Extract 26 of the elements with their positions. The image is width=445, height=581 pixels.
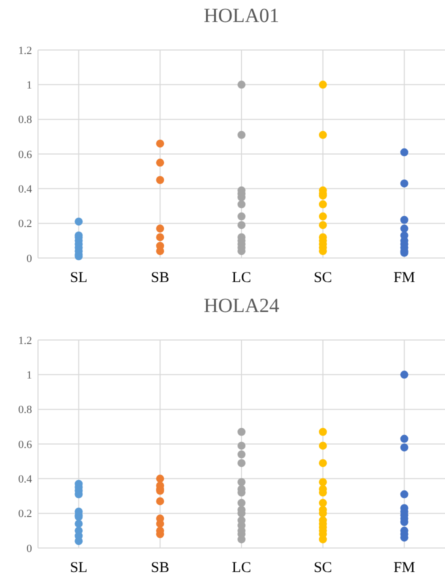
x-tick-label: SC bbox=[314, 560, 332, 576]
x-tick-label: SC bbox=[314, 270, 332, 286]
chart-title: HOLA01 bbox=[204, 5, 280, 27]
y-tick-label: 0 bbox=[26, 542, 32, 555]
y-tick-label: 0.2 bbox=[18, 218, 32, 230]
x-tick-label: SB bbox=[150, 560, 170, 576]
x-tick-label: SL bbox=[70, 560, 88, 576]
y-tick-label: 1 bbox=[26, 370, 32, 382]
x-tick-label: FM bbox=[393, 560, 416, 576]
y-tick-label: 1.2 bbox=[18, 334, 32, 347]
chart-title: HOLA24 bbox=[204, 295, 280, 317]
y-tick-label: 0.4 bbox=[18, 474, 32, 486]
y-tick-label: 1 bbox=[26, 80, 32, 92]
x-tick-label: SL bbox=[70, 270, 88, 286]
x-tick-label: SB bbox=[150, 270, 170, 286]
y-tick-label: 0.8 bbox=[18, 404, 32, 416]
y-tick-label: 0.8 bbox=[18, 114, 32, 126]
y-tick-label: 0 bbox=[26, 252, 32, 265]
x-tick-label: LC bbox=[232, 560, 252, 576]
y-tick-label: 0.2 bbox=[18, 508, 32, 520]
y-tick-label: 0.6 bbox=[18, 438, 32, 451]
x-tick-label: FM bbox=[393, 270, 416, 286]
y-tick-label: 0.6 bbox=[18, 148, 32, 161]
y-tick-label: 0.4 bbox=[18, 184, 32, 196]
y-tick-label: 1.2 bbox=[18, 44, 32, 57]
x-tick-label: LC bbox=[232, 270, 252, 286]
